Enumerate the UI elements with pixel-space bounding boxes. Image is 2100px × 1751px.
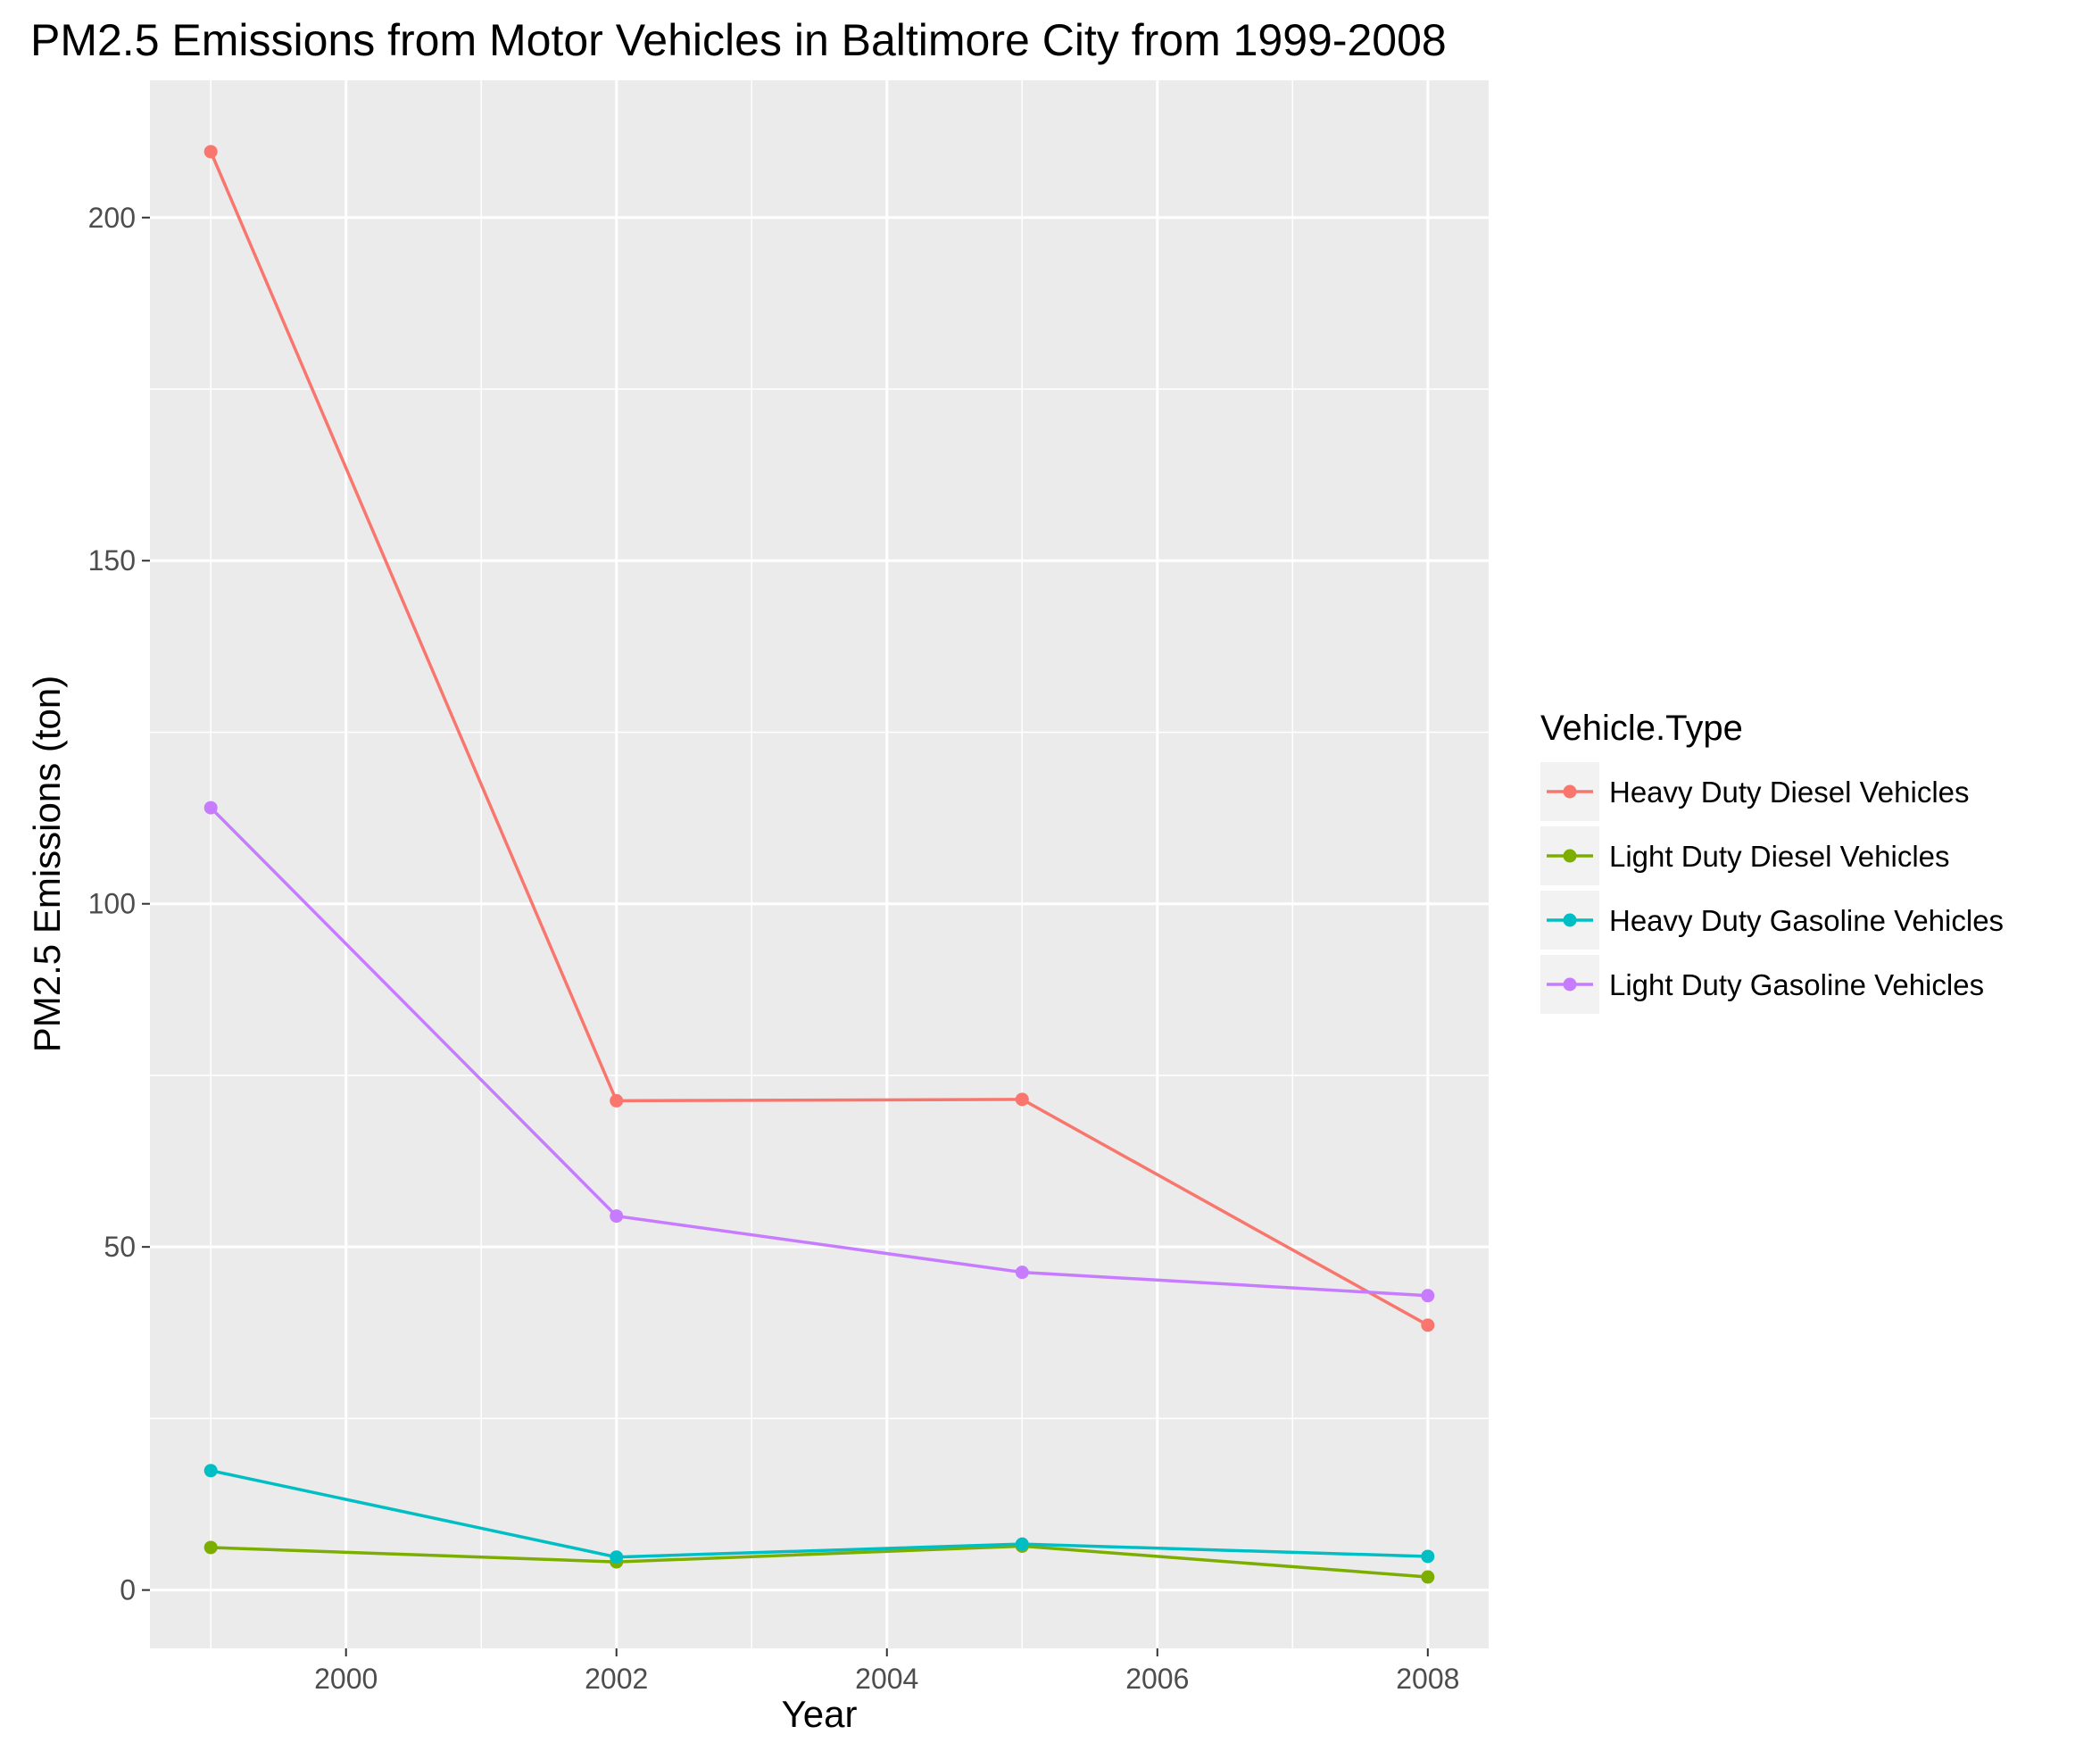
data-point	[1421, 1570, 1435, 1584]
legend-key-point	[1563, 784, 1577, 799]
plot-panel	[150, 80, 1489, 1648]
data-point	[1421, 1289, 1435, 1303]
x-tick-label: 2002	[585, 1663, 648, 1695]
y-tick-label: 50	[104, 1231, 136, 1263]
minor-gridlines	[150, 80, 1489, 1648]
series-lines	[209, 151, 1429, 1579]
y-tick-label: 0	[120, 1574, 136, 1606]
x-tick-label: 2008	[1396, 1663, 1459, 1695]
legend-key-point	[1563, 977, 1577, 992]
legend-title: Vehicle.Type	[1540, 709, 1743, 748]
y-axis-title: PM2.5 Emissions (ton)	[26, 676, 68, 1052]
legend-label: Light Duty Gasoline Vehicles	[1609, 968, 1984, 1001]
data-point	[203, 801, 218, 815]
data-point	[203, 1464, 218, 1478]
x-tick-label: 2006	[1125, 1663, 1189, 1695]
data-point	[1421, 1549, 1435, 1564]
data-point	[610, 1550, 624, 1564]
x-axis-title: Year	[782, 1693, 858, 1735]
data-point	[1015, 1537, 1029, 1551]
data-point	[610, 1209, 624, 1224]
data-point	[203, 1540, 218, 1555]
x-tick-label: 2000	[314, 1663, 378, 1695]
legend-items: Heavy Duty Diesel Vehicles Light Duty Die…	[1540, 762, 2004, 1014]
legend: Vehicle.Type Heavy Duty Diesel Vehicles L…	[1540, 709, 2004, 1014]
series-line	[211, 1544, 1428, 1579]
series-points	[203, 145, 1435, 1584]
data-point	[610, 1093, 624, 1108]
data-point	[1015, 1092, 1029, 1107]
series-line	[209, 806, 1428, 1298]
series-line	[210, 1469, 1428, 1559]
data-point	[1015, 1266, 1029, 1280]
data-point	[1421, 1318, 1435, 1332]
legend-key-point	[1563, 849, 1577, 863]
legend-label: Heavy Duty Diesel Vehicles	[1609, 776, 1970, 809]
x-tick-label: 2004	[855, 1663, 918, 1695]
legend-key-point	[1563, 913, 1577, 927]
legend-label: Heavy Duty Gasoline Vehicles	[1609, 904, 2004, 937]
chart-title: PM2.5 Emissions from Motor Vehicles in B…	[30, 15, 1447, 65]
legend-label: Light Duty Diesel Vehicles	[1609, 840, 1950, 873]
y-tick-label: 150	[88, 544, 136, 577]
y-tick-label: 100	[88, 888, 136, 920]
series-line	[209, 151, 1429, 1327]
y-axis-ticks: 0 50 100 150 200	[88, 202, 150, 1606]
data-point	[203, 145, 218, 159]
y-tick-label: 200	[88, 202, 136, 234]
x-axis-ticks: 2000 2002 2004 2006 2008	[314, 1648, 1459, 1695]
major-gridlines	[150, 80, 1489, 1648]
